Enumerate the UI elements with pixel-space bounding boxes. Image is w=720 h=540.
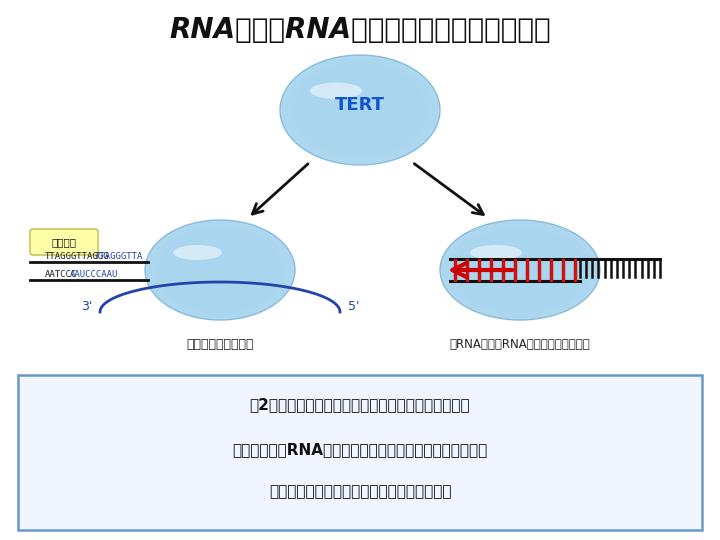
Text: 3': 3': [81, 300, 92, 314]
Text: TERT: TERT: [335, 96, 385, 114]
Ellipse shape: [145, 220, 295, 320]
Ellipse shape: [440, 220, 600, 320]
Ellipse shape: [467, 237, 573, 303]
Ellipse shape: [176, 241, 264, 299]
Ellipse shape: [470, 239, 570, 301]
FancyBboxPatch shape: [18, 375, 702, 530]
Text: ＜逆転写酵素活性＞: ＜逆転写酵素活性＞: [186, 339, 253, 352]
Ellipse shape: [280, 55, 440, 165]
Ellipse shape: [454, 228, 587, 312]
Ellipse shape: [161, 231, 279, 309]
Ellipse shape: [297, 66, 423, 153]
Ellipse shape: [290, 62, 430, 158]
Ellipse shape: [446, 224, 593, 316]
Text: RNA依存性RNAポリメラーゼ活性の生化学: RNA依存性RNAポリメラーゼ活性の生化学: [169, 16, 551, 44]
Text: TTAGGGTTAGGG: TTAGGGTTAGGG: [45, 252, 109, 261]
Ellipse shape: [470, 245, 522, 260]
Ellipse shape: [450, 226, 590, 314]
Text: TTAGGGTTA: TTAGGGTTA: [95, 252, 143, 261]
Ellipse shape: [280, 55, 440, 165]
Ellipse shape: [440, 220, 600, 320]
Text: ・相互作用するタンパク質の同定と機能解析: ・相互作用するタンパク質の同定と機能解析: [269, 484, 451, 500]
Ellipse shape: [173, 245, 222, 260]
Ellipse shape: [477, 243, 563, 297]
FancyBboxPatch shape: [30, 229, 98, 255]
Text: ・合成されたRNAにはどういう生物学的意義があるのか？: ・合成されたRNAにはどういう生物学的意義があるのか？: [233, 442, 487, 457]
Text: AAUCCCAAU: AAUCCCAAU: [70, 270, 118, 279]
Ellipse shape: [284, 57, 436, 163]
Ellipse shape: [444, 222, 597, 318]
Text: AATCCC: AATCCC: [45, 270, 77, 279]
Ellipse shape: [293, 64, 427, 156]
Ellipse shape: [473, 241, 567, 299]
Ellipse shape: [151, 224, 289, 316]
Ellipse shape: [460, 233, 580, 307]
Ellipse shape: [310, 83, 362, 99]
Ellipse shape: [167, 234, 273, 306]
Ellipse shape: [303, 71, 417, 149]
Ellipse shape: [148, 222, 292, 318]
Ellipse shape: [456, 231, 583, 309]
Ellipse shape: [307, 73, 413, 147]
Text: ・2つの酵素活性をどのように使い分けているのか？: ・2つの酵素活性をどのように使い分けているのか？: [250, 397, 470, 413]
Ellipse shape: [145, 220, 295, 320]
Ellipse shape: [158, 228, 282, 312]
Ellipse shape: [179, 243, 261, 297]
Ellipse shape: [313, 78, 407, 142]
Ellipse shape: [170, 237, 270, 303]
Ellipse shape: [464, 234, 577, 306]
Text: 5': 5': [348, 300, 359, 314]
Ellipse shape: [310, 76, 410, 144]
Text: テロメア: テロメア: [52, 237, 76, 247]
Ellipse shape: [317, 80, 403, 140]
Ellipse shape: [154, 226, 286, 314]
Ellipse shape: [173, 239, 267, 301]
Ellipse shape: [287, 59, 433, 160]
Ellipse shape: [163, 233, 276, 307]
Text: ＜RNA依存性RNAポリメラーゼ活性＞: ＜RNA依存性RNAポリメラーゼ活性＞: [449, 339, 590, 352]
Ellipse shape: [300, 69, 420, 151]
